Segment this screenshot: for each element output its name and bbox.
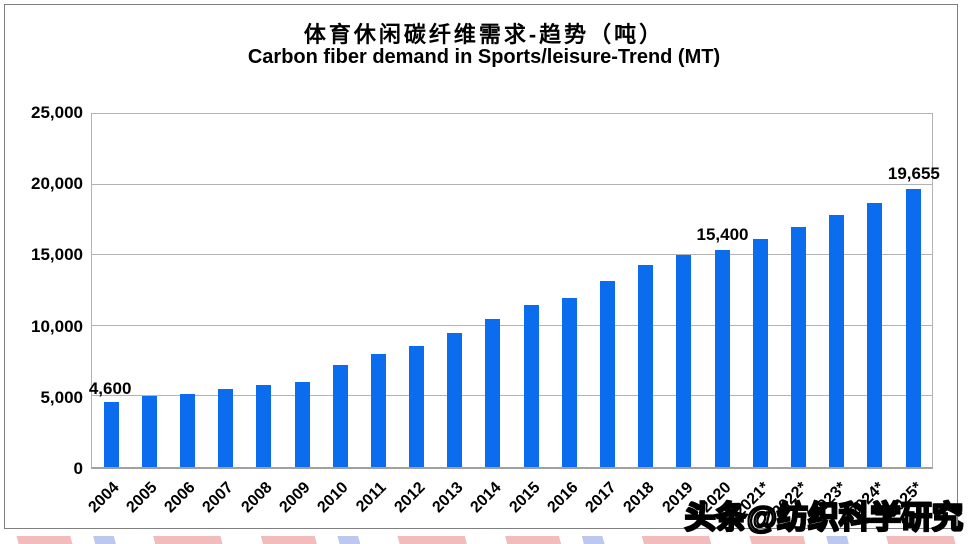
y-tick-label: 10,000	[31, 316, 83, 336]
x-tick-label: 2015	[505, 479, 544, 517]
gridline	[92, 324, 932, 326]
bar-2024*	[867, 202, 883, 467]
y-tick-label: 0	[73, 459, 83, 478]
bar-slot	[818, 114, 856, 467]
bar-2010	[332, 365, 348, 467]
bar-slot	[627, 114, 665, 467]
bar-2018	[638, 265, 654, 467]
bar-2012	[409, 345, 425, 467]
bar-2019	[676, 255, 692, 467]
bar-slot	[207, 114, 245, 467]
gridline	[92, 254, 932, 256]
bar-2015	[523, 304, 539, 467]
x-tick-label: 2016	[544, 479, 582, 517]
chart-title-zh: 体育休闲碳纤维需求-趋势（吨）	[303, 22, 665, 47]
y-tick-label: 5,000	[40, 387, 83, 407]
plot-area	[91, 113, 933, 469]
x-tick-label: 2004	[84, 479, 123, 517]
y-tick-label: 15,000	[31, 245, 83, 265]
bar-slot	[856, 114, 894, 467]
bar-slot	[283, 114, 321, 467]
bar-2022*	[790, 227, 806, 467]
bar-slot	[168, 114, 206, 467]
bar-slot	[741, 114, 779, 467]
bar-slot	[779, 114, 817, 467]
bar-2005	[141, 396, 157, 467]
y-tick-label: 25,000	[31, 103, 83, 122]
bar-2016	[561, 297, 577, 467]
bar-2006	[179, 393, 195, 467]
x-tick-label: 2013	[429, 479, 467, 517]
bar-slot	[436, 114, 474, 467]
x-tick-label: 2005	[123, 479, 161, 517]
bar-slot	[359, 114, 397, 467]
bar-slot	[321, 114, 359, 467]
bar-slot	[474, 114, 512, 467]
bar-2017	[600, 280, 616, 467]
bar-slot	[894, 114, 932, 467]
bar-2020	[714, 249, 730, 467]
gridline	[92, 395, 932, 397]
bar-slot	[550, 114, 588, 467]
x-tick-label: 2006	[161, 479, 199, 517]
x-tick-label: 2008	[238, 479, 276, 517]
gridline	[92, 183, 932, 185]
bar-slot	[665, 114, 703, 467]
bar-series	[92, 114, 932, 467]
bar-slot	[130, 114, 168, 467]
bar-2004	[103, 402, 119, 467]
bar-slot	[588, 114, 626, 467]
bar-2023*	[829, 215, 845, 467]
bar-2007	[218, 389, 234, 467]
bar-slot	[703, 114, 741, 467]
bar-2025*	[905, 189, 921, 467]
bar-slot	[512, 114, 550, 467]
y-axis-labels: 0 5,000 10,000 15,000 20,000 25,000	[0, 104, 83, 478]
bar-2009	[294, 382, 310, 467]
x-tick-label: 2010	[314, 479, 352, 517]
bar-2014	[485, 318, 501, 467]
x-tick-label: 2007	[199, 479, 237, 517]
bar-2011	[370, 354, 386, 467]
bar-slot	[245, 114, 283, 467]
bar-slot	[92, 114, 130, 467]
x-tick-label: 2018	[620, 479, 658, 517]
bar-2021*	[752, 238, 768, 467]
bar-slot	[398, 114, 436, 467]
x-tick-label: 2014	[467, 479, 505, 517]
bar-2013	[447, 332, 463, 467]
watermark-text: 头条@纺织科学研究	[684, 499, 964, 536]
x-tick-label: 2012	[391, 479, 429, 517]
bar-2008	[256, 385, 272, 467]
bottom-decoration-strip	[0, 536, 968, 544]
x-tick-label: 2011	[353, 479, 391, 516]
x-tick-label: 2017	[582, 479, 620, 517]
x-tick-label: 2009	[276, 479, 314, 517]
chart-title-en: Carbon fiber demand in Sports/leisure-Tr…	[247, 46, 721, 68]
y-tick-label: 20,000	[31, 174, 83, 194]
